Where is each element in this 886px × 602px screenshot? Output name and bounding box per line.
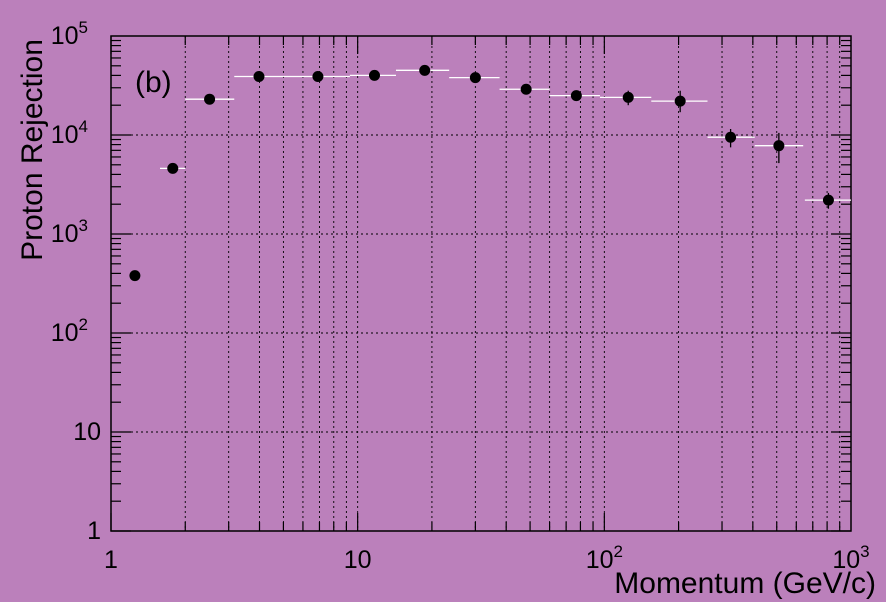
plot-frame: [110, 35, 852, 532]
marker: [520, 83, 532, 95]
marker: [674, 95, 686, 107]
data-point: [707, 128, 755, 148]
y-tick-label: 104: [51, 117, 88, 149]
data-point: [349, 69, 396, 81]
data-point: [499, 83, 550, 95]
x-tick-labels: 1 10 102 103: [104, 542, 870, 574]
data-point: [234, 70, 284, 82]
data-point: [129, 270, 141, 282]
y-tick-label: 103: [51, 216, 88, 248]
data-point: [283, 70, 350, 82]
marker: [469, 72, 481, 84]
x-tick-label: 1: [104, 546, 118, 574]
x-tick-label: 103: [832, 542, 869, 574]
y-tick-labels: 1 10 102 103 104 105: [51, 18, 101, 545]
marker: [167, 162, 179, 174]
data-point: [185, 93, 235, 105]
x-tick-label: 10: [344, 546, 372, 574]
marker: [419, 64, 431, 76]
panel-label: (b): [135, 66, 172, 99]
data-point: [449, 72, 500, 84]
data-point: [160, 162, 186, 174]
marker: [253, 70, 265, 82]
data-point: [549, 90, 600, 102]
data-point: [754, 132, 804, 164]
marker: [204, 93, 216, 105]
y-axis-title: Proton Rejection: [16, 39, 49, 261]
marker: [725, 131, 737, 143]
marker: [129, 270, 141, 282]
data-point: [651, 90, 708, 113]
marker: [312, 70, 324, 82]
marker: [570, 90, 582, 102]
y-tick-label: 102: [51, 315, 88, 347]
data-points: [129, 64, 851, 282]
data-point: [599, 90, 652, 106]
marker: [622, 91, 634, 103]
data-point: [804, 192, 851, 209]
y-tick-label: 1: [87, 517, 101, 545]
marker: [822, 194, 834, 206]
y-tick-label: 10: [73, 418, 101, 446]
x-tick-label: 102: [586, 542, 623, 574]
marker: [368, 69, 380, 81]
x-axis-title: Momentum (GeV/c): [614, 567, 876, 600]
marker: [773, 140, 785, 152]
data-point: [395, 64, 450, 76]
y-tick-label: 105: [51, 18, 88, 50]
